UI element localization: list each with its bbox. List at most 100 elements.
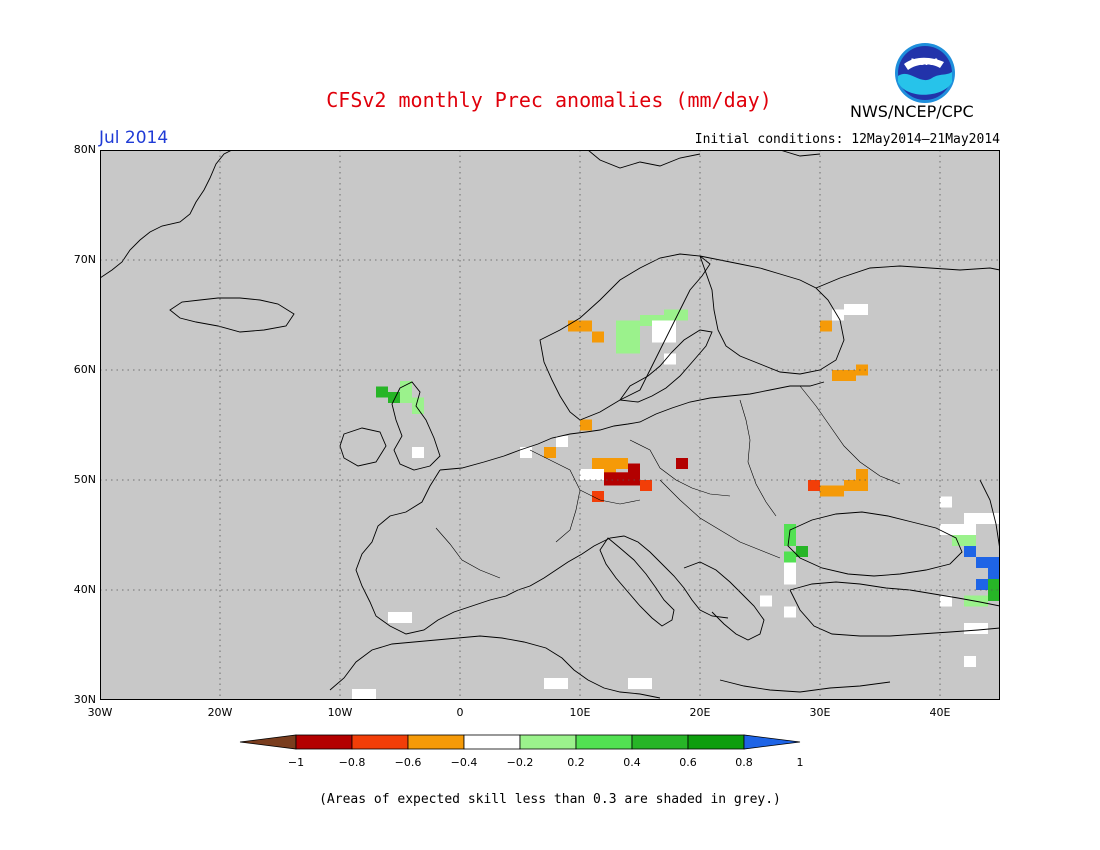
latitude-label: 50N xyxy=(73,473,96,486)
anomaly-cell xyxy=(412,397,424,414)
legend-bin xyxy=(295,734,353,750)
latitude-label: 30N xyxy=(73,693,96,706)
anomaly-cell xyxy=(832,309,844,321)
legend-bin xyxy=(687,734,745,750)
map-background xyxy=(100,150,1000,700)
longitude-label: 30W xyxy=(87,706,113,719)
legend-tick-label: 0.6 xyxy=(679,756,697,769)
anomaly-cell xyxy=(856,469,868,480)
anomaly-cell xyxy=(400,381,412,392)
anomaly-cell xyxy=(784,606,796,618)
anomaly-cell xyxy=(376,386,388,398)
anomaly-cell xyxy=(820,485,844,497)
anomaly-cell xyxy=(988,568,1000,579)
legend-tick-label: −0.6 xyxy=(395,756,422,769)
legend-tick-label: −0.4 xyxy=(451,756,478,769)
anomaly-cell xyxy=(628,463,640,475)
anomaly-cell xyxy=(856,364,868,376)
anomaly-cell xyxy=(352,689,376,700)
anomaly-cell xyxy=(820,320,832,332)
anomaly-cell xyxy=(964,513,1000,524)
legend-bin xyxy=(519,734,577,750)
anomaly-cell xyxy=(616,320,640,332)
anomaly-cell xyxy=(520,447,532,458)
anomaly-cell xyxy=(400,392,412,403)
legend-tick-label: 0.2 xyxy=(567,756,585,769)
skill-note: (Areas of expected skill less than 0.3 a… xyxy=(319,792,781,807)
legend-tick-label: −0.8 xyxy=(339,756,366,769)
anomaly-cell xyxy=(832,370,856,381)
longitude-label: 40E xyxy=(929,706,951,719)
longitude-label: 10E xyxy=(569,706,591,719)
anomaly-cell xyxy=(940,595,952,607)
anomaly-cell xyxy=(964,656,976,667)
latitude-label: 70N xyxy=(73,253,96,266)
anomaly-cell xyxy=(796,546,808,557)
forecast-month: Jul 2014 xyxy=(99,128,169,148)
anomaly-cell xyxy=(676,458,688,469)
chart-title: CFSv2 monthly Prec anomalies (mm/day) xyxy=(326,88,772,112)
latitude-label: 60N xyxy=(73,363,96,376)
anomaly-cell xyxy=(952,535,976,546)
anomaly-cell xyxy=(580,419,592,431)
anomaly-cell xyxy=(988,579,1000,601)
anomaly-cells xyxy=(352,304,1000,700)
legend-tick-label: 0.8 xyxy=(735,756,753,769)
anomaly-cell xyxy=(592,331,604,343)
anomaly-cell xyxy=(604,472,640,486)
anomaly-cell xyxy=(940,524,976,535)
initial-conditions: Initial conditions: 12May2014–21May2014 xyxy=(694,132,1000,147)
anomaly-cell xyxy=(844,480,868,491)
legend-bin xyxy=(631,734,689,750)
longitude-label: 30E xyxy=(809,706,831,719)
anomaly-cell xyxy=(412,447,424,458)
noaa-logo: NOAA xyxy=(895,43,955,103)
legend-above-max-arrow xyxy=(743,734,801,750)
anomaly-cell xyxy=(652,320,676,343)
anomaly-cell xyxy=(664,353,676,365)
anomaly-cell xyxy=(616,331,640,354)
anomaly-cell xyxy=(388,392,400,403)
anomaly-cell xyxy=(976,557,1000,568)
legend-tick-label: −0.2 xyxy=(507,756,534,769)
anomaly-cell xyxy=(556,436,568,447)
coastlines xyxy=(100,150,1000,699)
legend-bin xyxy=(463,734,521,750)
legend-bin xyxy=(351,734,409,750)
anomaly-cell xyxy=(940,496,952,508)
anomaly-cell xyxy=(964,546,976,557)
anomaly-cell xyxy=(784,524,796,546)
legend-bin xyxy=(575,734,633,750)
anomaly-cell xyxy=(808,480,820,491)
precip-anomaly-map xyxy=(100,150,1000,700)
longitude-label: 20W xyxy=(207,706,233,719)
agency-label: NWS/NCEP/CPC xyxy=(850,102,974,121)
anomaly-cell xyxy=(760,595,772,607)
legend-tick-label: 0.4 xyxy=(623,756,641,769)
latitude-label: 80N xyxy=(73,143,96,156)
legend-bin xyxy=(407,734,465,750)
legend-below-min-arrow xyxy=(239,734,297,750)
logo-text: NOAA xyxy=(911,58,940,68)
anomaly-cell xyxy=(544,678,568,689)
legend-tick-label: −1 xyxy=(288,756,304,769)
legend-tick-labels: −1 −0.8 −0.6 −0.4 −0.2 0.2 0.4 0.6 0.8 1 xyxy=(288,756,804,769)
anomaly-cell xyxy=(580,469,604,480)
latitude-label: 40N xyxy=(73,583,96,596)
anomaly-cell xyxy=(844,304,868,315)
legend-tick-label: 1 xyxy=(797,756,804,769)
anomaly-cell xyxy=(664,309,688,321)
gridlines xyxy=(100,150,1000,700)
anomaly-cell xyxy=(640,480,652,491)
anomaly-cell xyxy=(388,612,412,623)
longitude-label: 0 xyxy=(456,706,464,719)
longitude-label: 10W xyxy=(327,706,353,719)
anomaly-cell xyxy=(592,458,628,469)
anomaly-cell xyxy=(628,678,652,689)
anomaly-cell xyxy=(784,551,796,563)
anomaly-cell xyxy=(544,447,556,458)
legend-bins xyxy=(239,734,801,750)
anomaly-cell xyxy=(784,562,796,585)
color-legend: −1 −0.8 −0.6 −0.4 −0.2 0.2 0.4 0.6 0.8 1 xyxy=(239,734,804,769)
anomaly-cell xyxy=(592,491,604,502)
